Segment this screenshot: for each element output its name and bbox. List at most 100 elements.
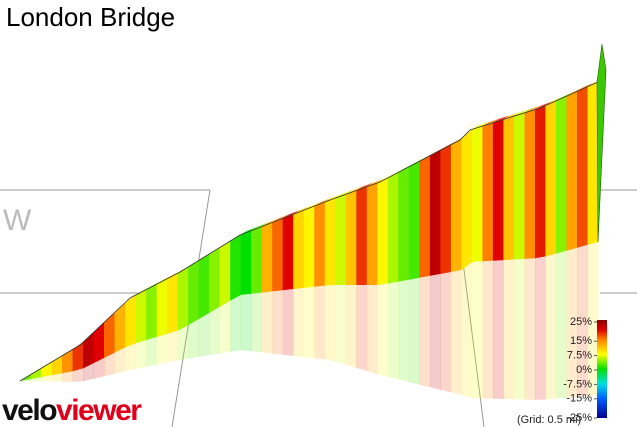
profile-reflection [240, 293, 252, 352]
profile-top [471, 121, 489, 130]
profile-strip [72, 341, 84, 372]
profile-top [482, 118, 500, 127]
profile-reflection [345, 285, 357, 369]
profile-reflection [41, 375, 52, 382]
profile-edge [19, 81, 599, 382]
logo-part: velo [2, 394, 57, 427]
profile-reflection [534, 256, 546, 400]
profile-strip [356, 186, 368, 285]
grid-note: (Grid: 0.5 mi) [517, 414, 581, 426]
profile-strip [471, 125, 483, 262]
profile-reflection [156, 333, 168, 365]
profile-reflection [503, 259, 515, 400]
profile-strip [219, 240, 231, 307]
profile-strip [492, 119, 504, 261]
profile-reflection [450, 270, 462, 395]
legend: 25% 15% 7.5% 0% -7.5% -15% -25% [563, 316, 597, 424]
profile-strip [261, 222, 273, 293]
profile-strip [272, 218, 284, 292]
profile-strip [450, 138, 462, 273]
profile-strip [230, 234, 242, 301]
profile-reflection [282, 289, 294, 356]
profile-reflection [146, 336, 158, 367]
profile-reflection [51, 373, 63, 382]
profile-strip [513, 112, 525, 260]
profile-reflection [114, 347, 126, 374]
profile-top [503, 112, 521, 120]
profile-reflection [513, 258, 525, 400]
profile-strip [335, 194, 347, 285]
profile-strip [62, 349, 73, 374]
profile-strip [104, 312, 115, 358]
profile-strip [524, 109, 536, 259]
profile-reflection [356, 285, 368, 372]
profile-strip [251, 226, 263, 294]
profile-strip [377, 177, 389, 285]
profile-top [366, 178, 384, 187]
profile-strip [156, 278, 168, 338]
profile-top [356, 182, 374, 191]
profile-reflection [62, 371, 73, 382]
profile-strip [387, 172, 399, 284]
profile-strip [93, 321, 105, 364]
profile-strip [293, 210, 305, 290]
profile-strip [209, 247, 221, 313]
profile-reflection [314, 285, 326, 360]
profile-reflection [209, 306, 221, 356]
profile-strip [587, 82, 599, 245]
legend-label: 0% [576, 364, 592, 376]
profile-strip [545, 100, 557, 257]
profile-strip [135, 289, 147, 344]
legend-label: -25% [566, 412, 592, 424]
profile-strip [188, 260, 200, 326]
profile-reflection [272, 290, 284, 355]
profile-strip [503, 116, 515, 261]
profile-strip [555, 95, 567, 254]
profile-reflection [198, 312, 210, 357]
legend-label: -15% [566, 393, 592, 405]
profile-reflection [440, 271, 452, 393]
profile-reflection [377, 283, 389, 378]
profile [19, 78, 605, 400]
profile-strip [198, 253, 210, 320]
profile-reflection [324, 285, 336, 362]
profile-end [596, 43, 607, 243]
legend-bar [597, 320, 607, 418]
profile-reflection [230, 294, 242, 352]
profile-reflection [303, 286, 315, 359]
profile-reflection [93, 357, 105, 379]
profile-reflection [104, 352, 115, 377]
profile-strip [177, 266, 189, 331]
profile-reflection [167, 330, 179, 363]
profile-reflection [471, 261, 483, 399]
compass: W [3, 204, 32, 237]
profile-strip [240, 230, 252, 295]
profile-reflection [545, 253, 557, 400]
profile-reflection [135, 340, 147, 369]
profile-reflection [188, 318, 200, 359]
profile-top [335, 190, 353, 199]
profile-reflection [408, 277, 420, 385]
profile-strip [398, 166, 410, 282]
profile-strip [83, 331, 94, 369]
profile-strip [576, 86, 588, 248]
profile-strip [282, 214, 294, 291]
legend-label: -7.5% [563, 378, 592, 390]
logo-part: viewer [56, 394, 142, 427]
profile-strip [408, 161, 420, 280]
profile-strip [482, 122, 494, 262]
profile-reflection [177, 325, 189, 361]
profile-reflection [398, 279, 410, 383]
legend-label: 15% [570, 335, 592, 347]
profile-strip [366, 182, 378, 285]
profile-reflection [20, 379, 31, 382]
profile-reflection [461, 261, 473, 399]
profile-reflection [492, 260, 504, 399]
profile-reflection [293, 287, 305, 358]
profile-strip [461, 129, 473, 271]
profile-reflection [524, 258, 536, 400]
profile-top [534, 101, 552, 110]
profile-strip [324, 197, 336, 286]
profile-strip [125, 294, 136, 348]
